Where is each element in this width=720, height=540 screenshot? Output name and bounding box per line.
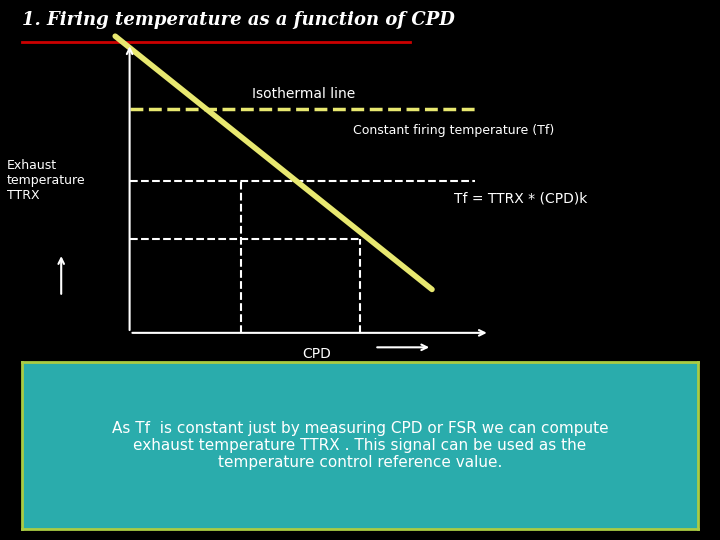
Text: CPD: CPD [302, 347, 331, 361]
Text: 1. Firing temperature as a function of CPD: 1. Firing temperature as a function of C… [22, 11, 454, 29]
Text: Constant firing temperature (Tf): Constant firing temperature (Tf) [353, 124, 554, 137]
Text: As Tf  is constant just by measuring CPD or FSR we can compute
exhaust temperatu: As Tf is constant just by measuring CPD … [112, 421, 608, 470]
Text: Exhaust
temperature
TTRX: Exhaust temperature TTRX [7, 159, 86, 202]
Text: Isothermal line: Isothermal line [252, 87, 355, 100]
Text: Tf = TTRX * (CPD)k: Tf = TTRX * (CPD)k [454, 192, 587, 206]
